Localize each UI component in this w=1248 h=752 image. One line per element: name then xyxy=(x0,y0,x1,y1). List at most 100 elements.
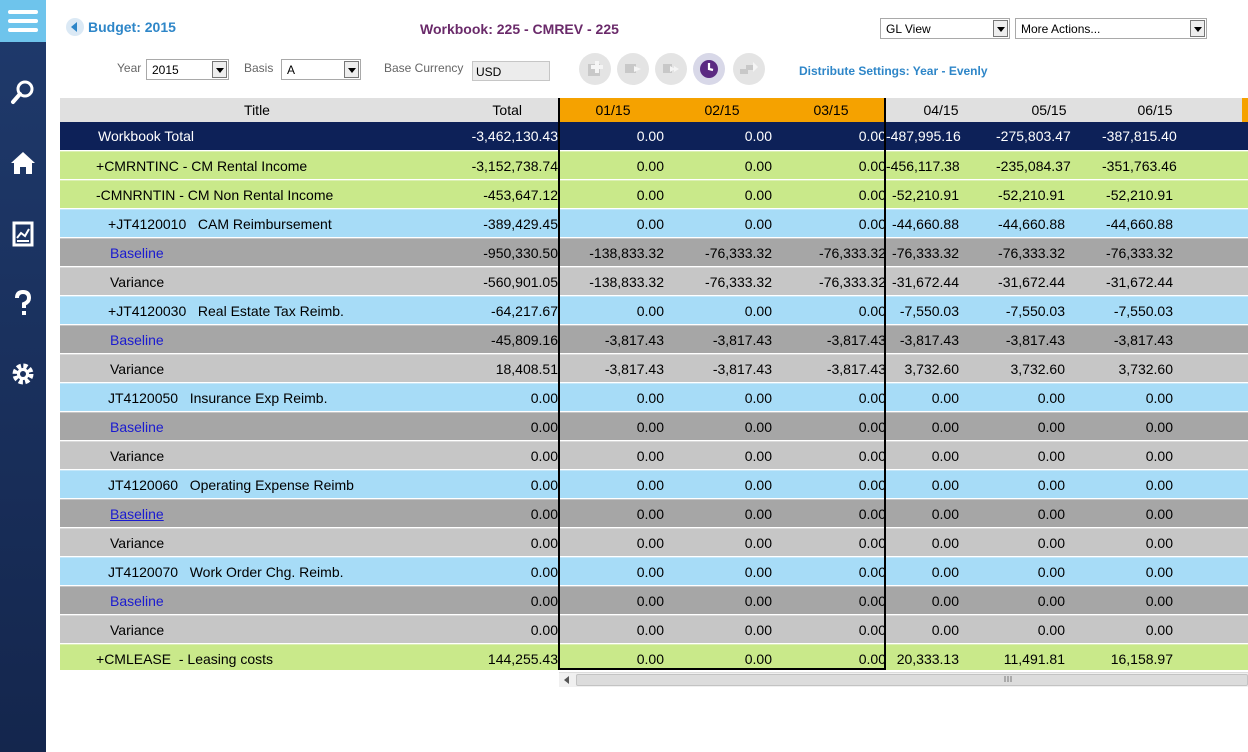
scrollbar-thumb[interactable] xyxy=(576,674,1248,686)
period-cell[interactable]: -3,817.43 xyxy=(899,332,959,348)
period-cell[interactable]: -138,833.32 xyxy=(589,274,664,290)
total-cell[interactable]: -45,809.16 xyxy=(491,332,558,348)
period-cell[interactable]: 0.00 xyxy=(1037,622,1065,638)
table-row[interactable]: Baseline -45,809.16 -3,817.43 -3,817.43 -3,8… xyxy=(60,325,1248,353)
period-cell[interactable]: 0.00 xyxy=(636,622,664,638)
period-cell[interactable]: 0.00 xyxy=(744,158,772,174)
period-cell[interactable]: 16,158.97 xyxy=(1110,651,1173,667)
period-cell[interactable]: -3,817.43 xyxy=(826,361,886,377)
period-cell[interactable]: 0.00 xyxy=(636,216,664,232)
period-cell[interactable]: 0.00 xyxy=(744,651,772,667)
period-cell[interactable]: 0.00 xyxy=(636,651,664,667)
period-cell[interactable]: 0.00 xyxy=(744,187,772,203)
column-header-month[interactable]: 04/15 xyxy=(923,102,959,118)
period-cell[interactable]: 0.00 xyxy=(931,506,959,522)
column-header-month[interactable]: 06/15 xyxy=(1137,102,1173,118)
period-cell[interactable]: -3,817.43 xyxy=(1113,332,1173,348)
view-select[interactable]: GL View xyxy=(880,18,1010,39)
table-row[interactable]: +CMRNTINC - CM Rental Income -3,152,738.7… xyxy=(60,151,1248,179)
period-cell[interactable]: -31,672.44 xyxy=(1106,274,1173,290)
period-cell[interactable]: 0.00 xyxy=(636,303,664,319)
workbook-total-row[interactable]: Workbook Total -3,462,130.43 0.00 0.00 0.00-… xyxy=(60,122,1248,150)
horizontal-scrollbar[interactable] xyxy=(559,672,1248,687)
period-cell[interactable]: 0.00 xyxy=(1037,593,1065,609)
period-cell[interactable]: 0.00 xyxy=(1145,593,1173,609)
period-cell[interactable]: 0.00 xyxy=(858,128,886,144)
period-cell[interactable]: 20,333.13 xyxy=(896,651,959,667)
help-icon[interactable] xyxy=(0,284,46,324)
period-cell[interactable]: -76,333.32 xyxy=(892,245,959,261)
period-cell[interactable]: -31,672.44 xyxy=(892,274,959,290)
expand-toggle[interactable]: + xyxy=(96,158,105,174)
period-cell[interactable]: 0.00 xyxy=(858,506,886,522)
period-cell[interactable]: 0.00 xyxy=(1037,535,1065,551)
search-icon[interactable] xyxy=(0,72,46,112)
copy-forward-icon[interactable] xyxy=(617,53,649,85)
period-cell[interactable]: -76,333.32 xyxy=(819,274,886,290)
total-cell[interactable]: -64,217.67 xyxy=(491,303,558,319)
period-cell[interactable]: -275,803.47 xyxy=(996,128,1071,144)
total-cell[interactable]: -3,152,738.74 xyxy=(471,158,558,174)
table-row[interactable]: Variance -560,901.05 -138,833.32 -76,333.32… xyxy=(60,267,1248,295)
period-cell[interactable]: 0.00 xyxy=(858,564,886,580)
period-cell[interactable]: 0.00 xyxy=(931,622,959,638)
table-row[interactable]: Baseline 0.00 0.00 0.00 0.00 0.00 0.00 0.00 xyxy=(60,499,1248,527)
expand-toggle[interactable]: + xyxy=(108,303,117,319)
table-row[interactable]: Baseline 0.00 0.00 0.00 0.00 0.00 0.00 0.00 xyxy=(60,586,1248,614)
baseline-link[interactable]: Baseline xyxy=(110,419,164,435)
column-header-month[interactable]: 03/15 xyxy=(776,98,886,122)
table-row[interactable]: Baseline -950,330.50 -138,833.32 -76,333.32… xyxy=(60,238,1248,266)
table-row[interactable]: JT4120050 Insurance Exp Reimb. 0.00 0.00 0.… xyxy=(60,383,1248,411)
column-header-month[interactable]: 05/15 xyxy=(1031,102,1067,118)
home-icon[interactable] xyxy=(0,143,46,183)
back-to-budget-link[interactable]: Budget: 2015 xyxy=(66,18,176,36)
period-cell[interactable]: 0.00 xyxy=(1145,564,1173,580)
period-cell[interactable]: 0.00 xyxy=(1037,564,1065,580)
period-cell[interactable]: 3,732.60 xyxy=(1010,361,1066,377)
period-cell[interactable]: 0.00 xyxy=(858,390,886,406)
table-row[interactable]: Variance 0.00 0.00 0.00 0.00 0.00 0.00 0.00 xyxy=(60,615,1248,643)
total-cell[interactable]: 18,408.51 xyxy=(495,361,558,377)
period-cell[interactable]: 0.00 xyxy=(931,564,959,580)
report-icon[interactable] xyxy=(0,214,46,254)
period-cell[interactable]: 0.00 xyxy=(636,128,664,144)
period-cell[interactable]: 0.00 xyxy=(858,158,886,174)
period-cell[interactable]: -387,815.40 xyxy=(1102,128,1177,144)
total-cell[interactable]: 0.00 xyxy=(530,390,558,406)
column-header-month[interactable]: 02/15 xyxy=(668,98,776,122)
period-cell[interactable]: 0.00 xyxy=(931,535,959,551)
period-cell[interactable]: -7,550.03 xyxy=(899,303,959,319)
more-actions-select[interactable]: More Actions... xyxy=(1015,18,1207,39)
total-cell[interactable]: 0.00 xyxy=(530,564,558,580)
period-cell[interactable]: 0.00 xyxy=(858,622,886,638)
period-cell[interactable]: -44,660.88 xyxy=(1106,216,1173,232)
expand-toggle[interactable]: + xyxy=(96,651,105,667)
period-cell[interactable]: -44,660.88 xyxy=(998,216,1065,232)
period-cell[interactable]: 0.00 xyxy=(636,187,664,203)
period-cell[interactable]: 0.00 xyxy=(1037,419,1065,435)
total-cell[interactable]: -3,462,130.43 xyxy=(471,128,558,144)
period-cell[interactable]: 0.00 xyxy=(858,216,886,232)
period-cell[interactable]: -3,817.43 xyxy=(712,361,772,377)
period-cell[interactable]: 0.00 xyxy=(636,158,664,174)
period-cell[interactable]: 0.00 xyxy=(858,477,886,493)
period-cell[interactable]: 0.00 xyxy=(744,128,772,144)
period-cell[interactable]: 0.00 xyxy=(931,477,959,493)
total-cell[interactable]: 0.00 xyxy=(530,506,558,522)
table-row[interactable]: Variance 0.00 0.00 0.00 0.00 0.00 0.00 0.00 xyxy=(60,528,1248,556)
period-cell[interactable]: -76,333.32 xyxy=(819,245,886,261)
period-cell[interactable]: 0.00 xyxy=(636,506,664,522)
expand-toggle[interactable]: + xyxy=(108,216,117,232)
period-cell[interactable]: 0.00 xyxy=(1145,390,1173,406)
period-cell[interactable]: -52,210.91 xyxy=(892,187,959,203)
period-cell[interactable]: 0.00 xyxy=(931,419,959,435)
period-cell[interactable]: -138,833.32 xyxy=(589,245,664,261)
period-cell[interactable]: 3,732.60 xyxy=(1118,361,1174,377)
table-row[interactable]: Variance 0.00 0.00 0.00 0.00 0.00 0.00 0.00 xyxy=(60,441,1248,469)
period-cell[interactable]: 0.00 xyxy=(744,448,772,464)
period-cell[interactable]: -31,672.44 xyxy=(998,274,1065,290)
period-cell[interactable]: 0.00 xyxy=(636,477,664,493)
period-cell[interactable]: 0.00 xyxy=(1037,448,1065,464)
period-cell[interactable]: -3,817.43 xyxy=(712,332,772,348)
column-header-total[interactable]: Total xyxy=(492,102,522,118)
